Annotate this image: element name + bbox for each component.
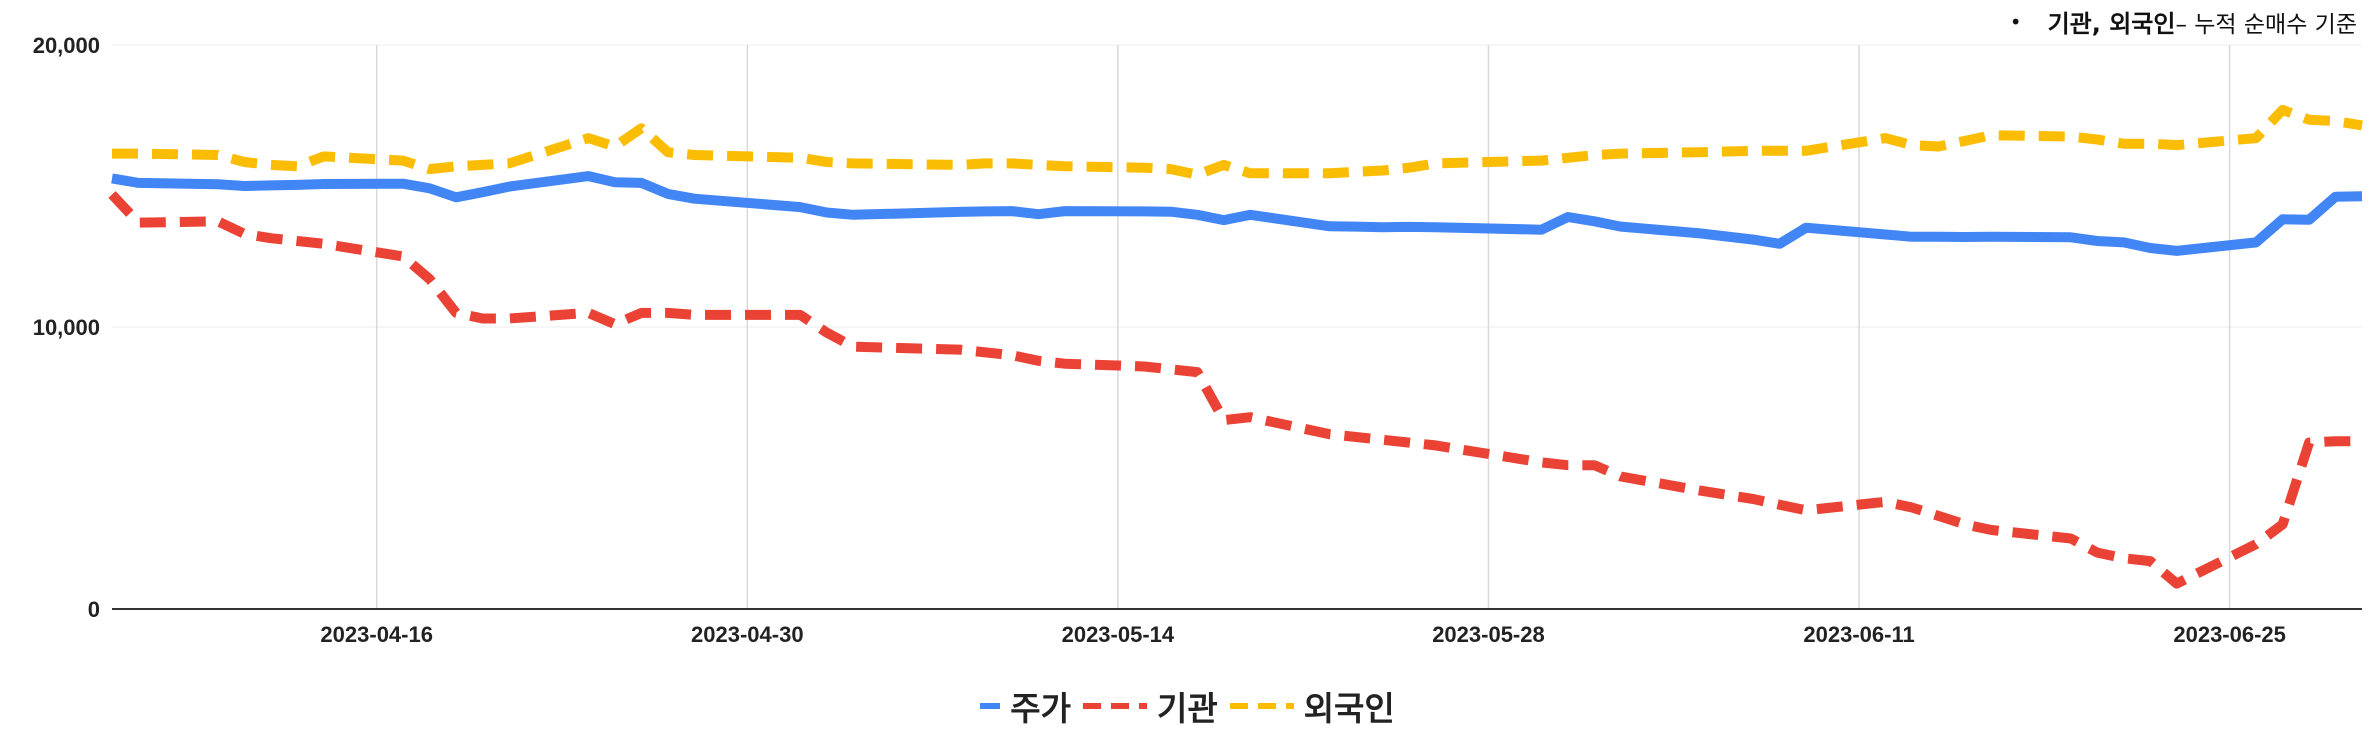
chart-legend: 주가 기관 외국인 — [0, 680, 2375, 730]
y-tick-label: 0 — [88, 597, 100, 622]
legend-item-1: 기관 — [1082, 682, 1218, 730]
note-bold-text: 기관, 외국인 — [2047, 10, 2176, 38]
x-tick-label: 2023-05-28 — [1432, 622, 1545, 647]
note-rest-text: – 누적 순매수 기준 — [2175, 11, 2357, 38]
x-tick-label: 2023-06-11 — [1803, 622, 1914, 647]
y-tick-label: 20,000 — [33, 33, 100, 58]
bullet-icon: • — [2009, 9, 2022, 34]
legend-swatch — [1229, 703, 1294, 709]
x-tick-label: 2023-06-25 — [2173, 622, 2286, 647]
legend-item-2: 외국인 — [1229, 682, 1395, 730]
x-tick-label: 2023-05-14 — [1062, 622, 1175, 647]
series-line-2 — [112, 104, 2363, 180]
series-lines — [108, 104, 2363, 589]
annotation-note: • 기관, 외국인 – 누적 순매수 기준 — [2010, 4, 2357, 39]
y-tick-label: 10,000 — [33, 315, 100, 340]
legend-label: 주가 — [1010, 689, 1071, 728]
legend-swatch — [1082, 703, 1147, 709]
x-tick-label: 2023-04-16 — [320, 622, 433, 647]
series-line-1 — [108, 191, 2362, 589]
tick-labels: 0 10,000 20,000 2023-04-16 2023-04-30 2023-05… — [33, 33, 2286, 647]
legend-item-0: 주가 — [980, 682, 1071, 730]
gridlines — [112, 44, 2362, 609]
series-line-0 — [111, 171, 2363, 256]
legend-label: 외국인 — [1303, 689, 1395, 728]
legend-swatch — [980, 703, 1001, 709]
x-tick-label: 2023-04-30 — [691, 622, 804, 647]
legend-label: 기관 — [1156, 689, 1218, 728]
